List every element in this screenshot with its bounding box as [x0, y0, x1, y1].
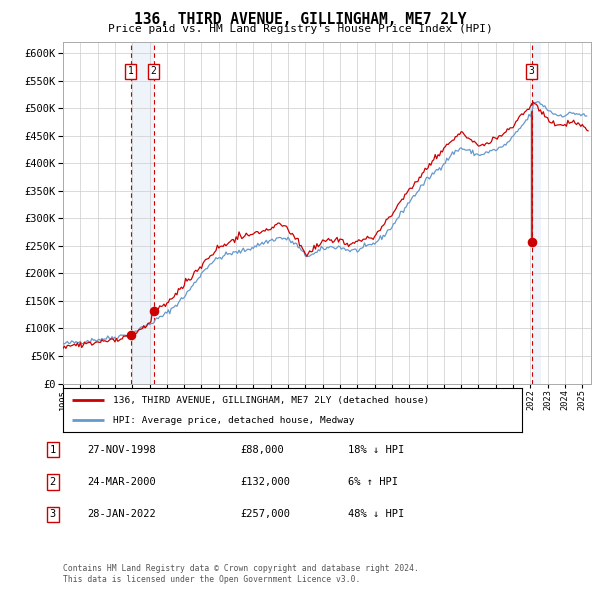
Text: This data is licensed under the Open Government Licence v3.0.: This data is licensed under the Open Gov… [63, 575, 361, 584]
Text: HPI: Average price, detached house, Medway: HPI: Average price, detached house, Medw… [113, 415, 355, 425]
Text: Contains HM Land Registry data © Crown copyright and database right 2024.: Contains HM Land Registry data © Crown c… [63, 565, 419, 573]
Text: 1: 1 [128, 67, 134, 77]
Text: 48% ↓ HPI: 48% ↓ HPI [348, 510, 404, 519]
Point [149, 306, 158, 316]
Text: 1: 1 [50, 445, 56, 454]
Text: 24-MAR-2000: 24-MAR-2000 [87, 477, 156, 487]
Text: 3: 3 [529, 67, 535, 77]
Text: £88,000: £88,000 [240, 445, 284, 454]
Text: 136, THIRD AVENUE, GILLINGHAM, ME7 2LY: 136, THIRD AVENUE, GILLINGHAM, ME7 2LY [134, 12, 466, 27]
Text: £132,000: £132,000 [240, 477, 290, 487]
Point [126, 330, 136, 340]
Bar [532, 42, 541, 384]
Text: 27-NOV-1998: 27-NOV-1998 [87, 445, 156, 454]
Text: 6% ↑ HPI: 6% ↑ HPI [348, 477, 398, 487]
Bar [131, 42, 154, 384]
Point [527, 237, 536, 247]
Text: £257,000: £257,000 [240, 510, 290, 519]
Text: 28-JAN-2022: 28-JAN-2022 [87, 510, 156, 519]
Text: 3: 3 [50, 510, 56, 519]
Text: 2: 2 [151, 67, 157, 77]
Text: Price paid vs. HM Land Registry's House Price Index (HPI): Price paid vs. HM Land Registry's House … [107, 24, 493, 34]
Text: 18% ↓ HPI: 18% ↓ HPI [348, 445, 404, 454]
Text: 136, THIRD AVENUE, GILLINGHAM, ME7 2LY (detached house): 136, THIRD AVENUE, GILLINGHAM, ME7 2LY (… [113, 395, 430, 405]
Text: 2: 2 [50, 477, 56, 487]
